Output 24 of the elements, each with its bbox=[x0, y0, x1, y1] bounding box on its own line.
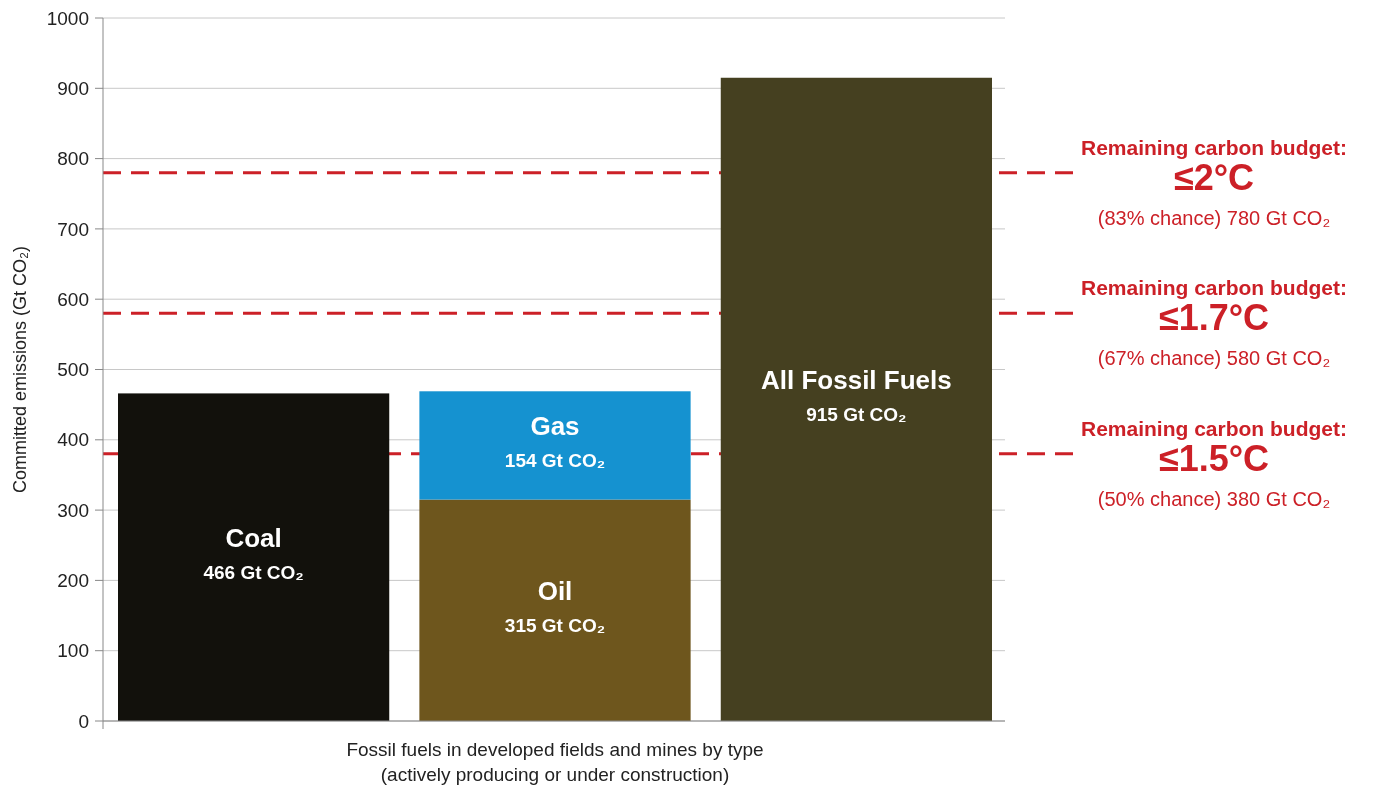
series-label: Oil bbox=[537, 576, 573, 607]
y-tick-label: 100 bbox=[57, 640, 89, 662]
y-tick-label: 400 bbox=[57, 429, 89, 451]
y-axis-title: Committed emissions (Gt CO₂) bbox=[10, 245, 30, 494]
ref-line-label: Remaining carbon budget: ≤1.7°C (67% chance) 580 Gt CO₂ bbox=[1080, 276, 1348, 370]
ref-line-label: Remaining carbon budget: ≤1.5°C (50% chance) 380 Gt CO₂ bbox=[1080, 416, 1348, 510]
series-label: Gas bbox=[530, 411, 580, 442]
series-label: Coal bbox=[225, 523, 282, 554]
y-tick-label: 500 bbox=[57, 359, 89, 381]
y-tick-label: 200 bbox=[57, 570, 89, 592]
data-label: 315 Gt CO₂ bbox=[504, 615, 606, 637]
data-label: 154 Gt CO₂ bbox=[504, 450, 606, 472]
ref-line-label: Remaining carbon budget: ≤2°C (83% chance) 780 Gt CO₂ bbox=[1080, 135, 1348, 229]
x-axis-title: Fossil fuels in developed fields and mines by type (actively producing or under construction) bbox=[346, 739, 764, 785]
y-tick-label: 900 bbox=[57, 77, 89, 99]
y-tick-label: 0 bbox=[78, 710, 89, 732]
data-label: 466 Gt CO₂ bbox=[203, 562, 304, 584]
data-label: 915 Gt CO₂ bbox=[806, 404, 907, 426]
y-tick-label: 300 bbox=[57, 499, 89, 521]
y-tick-label: 1000 bbox=[46, 7, 89, 29]
y-tick-label: 800 bbox=[57, 148, 89, 170]
series-label: All Fossil Fuels bbox=[761, 365, 952, 396]
y-tick-label: 600 bbox=[57, 288, 89, 310]
y-tick-label: 700 bbox=[57, 218, 89, 240]
